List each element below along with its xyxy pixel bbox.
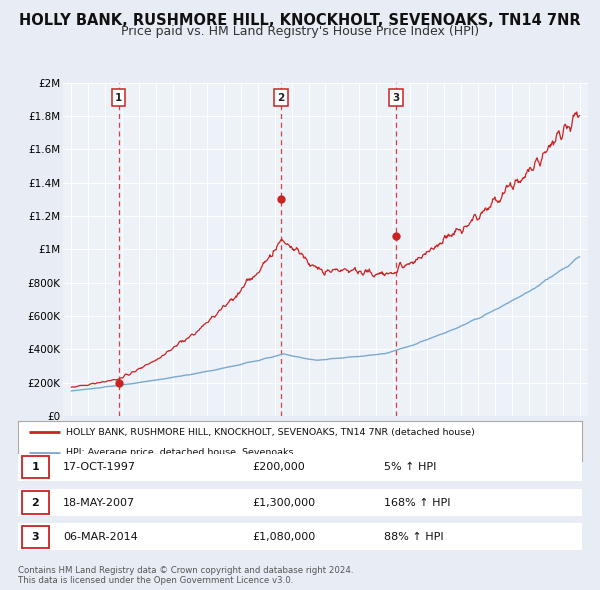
Text: Contains HM Land Registry data © Crown copyright and database right 2024.
This d: Contains HM Land Registry data © Crown c… [18, 566, 353, 585]
Text: 2: 2 [32, 498, 39, 507]
Text: 1: 1 [115, 93, 122, 103]
Text: 06-MAR-2014: 06-MAR-2014 [63, 532, 138, 542]
Text: 17-OCT-1997: 17-OCT-1997 [63, 463, 136, 472]
Text: HOLLY BANK, RUSHMORE HILL, KNOCKHOLT, SEVENOAKS, TN14 7NR: HOLLY BANK, RUSHMORE HILL, KNOCKHOLT, SE… [19, 13, 581, 28]
Text: 168% ↑ HPI: 168% ↑ HPI [384, 498, 451, 507]
Text: 1: 1 [32, 463, 39, 472]
Text: £200,000: £200,000 [252, 463, 305, 472]
Text: HOLLY BANK, RUSHMORE HILL, KNOCKHOLT, SEVENOAKS, TN14 7NR (detached house): HOLLY BANK, RUSHMORE HILL, KNOCKHOLT, SE… [66, 428, 475, 437]
Text: £1,080,000: £1,080,000 [252, 532, 315, 542]
Text: 3: 3 [32, 532, 39, 542]
Text: 88% ↑ HPI: 88% ↑ HPI [384, 532, 443, 542]
Text: HPI: Average price, detached house, Sevenoaks: HPI: Average price, detached house, Seve… [66, 448, 293, 457]
Text: Price paid vs. HM Land Registry's House Price Index (HPI): Price paid vs. HM Land Registry's House … [121, 25, 479, 38]
Text: £1,300,000: £1,300,000 [252, 498, 315, 507]
Text: 3: 3 [392, 93, 400, 103]
Text: 2: 2 [278, 93, 285, 103]
Text: 5% ↑ HPI: 5% ↑ HPI [384, 463, 436, 472]
Text: 18-MAY-2007: 18-MAY-2007 [63, 498, 135, 507]
